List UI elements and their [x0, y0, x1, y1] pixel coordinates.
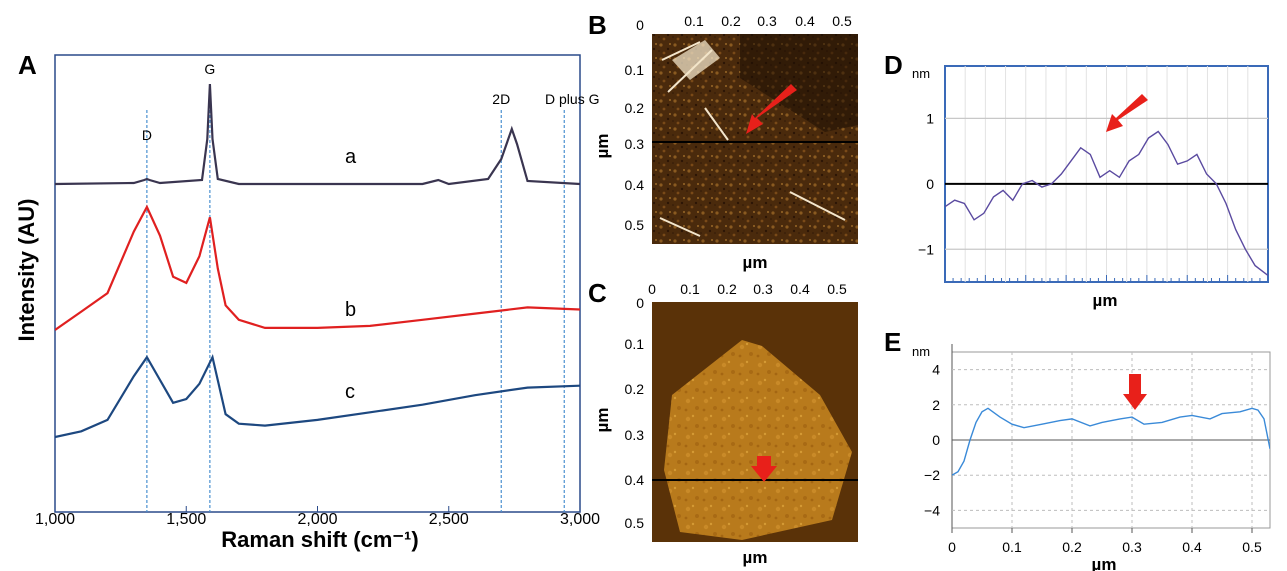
x-tick-label: 0.3	[753, 281, 773, 297]
panel-c-arrow-icon	[751, 456, 777, 482]
panel-e-grid	[1011, 352, 1253, 528]
y-tick-label: 0.3	[625, 427, 645, 443]
panel-c: C 0 0.1 0.2 0.3 0.4 0.5 0 0.1 0.2 0.3 0.4 0.5 µm µ…	[588, 278, 858, 567]
spectrum-c	[55, 353, 580, 439]
y-tick-label: 0	[636, 295, 644, 311]
x-tick-label: 0.1	[684, 13, 704, 29]
panel-c-x-title: µm	[743, 548, 768, 567]
panel-c-flake	[664, 340, 852, 540]
panel-b-letter: B	[588, 10, 607, 40]
panel-c-x-ticks: 0 0.1 0.2 0.3 0.4 0.5	[648, 281, 847, 297]
y-tick-label: 0.1	[625, 336, 645, 352]
x-tick-label: 1,000	[35, 511, 75, 528]
panel-c-letter: C	[588, 278, 607, 308]
panel-b-x-ticks: 0 0.1 0.2 0.3 0.4 0.5	[636, 13, 852, 33]
x-tick-label: 0.2	[1062, 539, 1082, 555]
panel-a: A D G 2D D plus G a b c 1,000 1,500 2,000 2,500 3…	[14, 50, 600, 552]
x-tick-label: 0.4	[1182, 539, 1202, 555]
x-tick-label: 0.5	[1242, 539, 1262, 555]
peak-label: D plus G	[545, 91, 599, 107]
panel-e-x-title: µm	[1092, 555, 1117, 571]
y-tick-label: 0.4	[625, 472, 645, 488]
x-tick-label: 0.4	[795, 13, 815, 29]
y-tick-label: 0.5	[625, 217, 645, 233]
peak-label: 2D	[492, 91, 510, 107]
x-tick-label: 0.5	[827, 281, 847, 297]
panel-a-letter: A	[18, 50, 37, 80]
panel-e-arrow-icon	[1123, 374, 1147, 410]
y-tick-label: 2	[932, 397, 940, 413]
y-tick-label: 0.5	[625, 515, 645, 531]
panel-b-dark-flake	[740, 34, 858, 132]
panel-e-y-ticks: 4 2 0 −2 −4	[924, 362, 1270, 518]
height-profile-line	[952, 407, 1270, 476]
y-tick-label: 0	[932, 432, 940, 448]
y-tick-label: −4	[924, 502, 940, 518]
spectrum-label-a: a	[345, 146, 357, 168]
x-tick-label: 0.3	[757, 13, 777, 29]
x-tick-label: 0	[636, 17, 644, 33]
panel-a-spectra	[55, 83, 580, 439]
panel-a-curve-labels: a b c	[345, 146, 357, 403]
panel-e-x-ticks: 0 0.1 0.2 0.3 0.4 0.5	[948, 344, 1262, 555]
y-tick-label: 0.1	[625, 62, 645, 78]
y-tick-label: −2	[924, 467, 940, 483]
height-profile-line	[945, 130, 1268, 277]
panel-c-y-title: µm	[593, 408, 612, 433]
x-tick-label: 0	[948, 539, 956, 555]
panel-a-y-title: Intensity (AU)	[14, 199, 39, 342]
panel-a-peak-labels: D G 2D D plus G	[142, 61, 600, 143]
panel-b-y-ticks: 0.1 0.2 0.3 0.4 0.5	[625, 62, 645, 233]
panel-e-letter: E	[884, 327, 901, 357]
y-tick-label: 0	[926, 176, 934, 192]
panel-d: D nm 1 0 −1 µm	[884, 50, 1269, 310]
spectrum-label-c: c	[345, 381, 355, 403]
panel-b-x-title: µm	[743, 253, 768, 272]
panel-a-x-title: Raman shift (cm⁻¹)	[221, 527, 418, 552]
y-tick-label: 0.4	[625, 177, 645, 193]
x-tick-label: 3,000	[560, 511, 600, 528]
y-tick-label: 1	[926, 110, 934, 126]
panel-a-x-ticks: 1,000 1,500 2,000 2,500 3,000	[35, 506, 600, 528]
y-tick-label: 0.2	[625, 381, 645, 397]
panel-c-y-ticks: 0 0.1 0.2 0.3 0.4 0.5	[625, 295, 645, 531]
x-tick-label: 0.2	[717, 281, 737, 297]
panel-a-frame	[54, 54, 581, 513]
panel-d-letter: D	[884, 50, 903, 80]
panel-b-arrow-icon	[746, 84, 797, 134]
panel-e: E nm 0 0.1 0.2 0.3 0.4 0.5 4 2 0 −2 −4 µm	[884, 327, 1271, 571]
panel-b: B 0 0.1 0.2 0.3 0.4 0.5 0.1 0.2 0.3 0.4 0.5 µm µm	[588, 10, 858, 272]
x-tick-label: 0.3	[1122, 539, 1142, 555]
panel-d-x-title: µm	[1093, 291, 1118, 310]
panel-d-arrow-icon	[1106, 94, 1148, 132]
x-tick-label: 2,500	[429, 511, 469, 528]
panel-b-fold	[672, 40, 720, 80]
y-tick-label: −1	[918, 241, 934, 257]
x-tick-label: 0.4	[790, 281, 810, 297]
panel-d-profile	[945, 130, 1268, 277]
x-tick-label: 0.5	[832, 13, 852, 29]
y-tick-label: 0.3	[625, 136, 645, 152]
peak-label: G	[204, 61, 215, 77]
spectrum-b	[55, 204, 580, 331]
x-tick-label: 1,500	[166, 511, 206, 528]
x-tick-label: 0.1	[1002, 539, 1022, 555]
y-tick-label: 0.2	[625, 100, 645, 116]
y-tick-label: 4	[932, 362, 940, 378]
panel-d-unit: nm	[912, 66, 930, 81]
x-tick-label: 0	[648, 281, 656, 297]
panel-d-y-ticks: 1 0 −1	[918, 110, 1268, 257]
panel-e-unit: nm	[912, 344, 930, 359]
peak-label: D	[142, 127, 152, 143]
x-tick-label: 0.2	[721, 13, 741, 29]
spectrum-a	[55, 83, 580, 186]
x-tick-label: 2,000	[297, 511, 337, 528]
x-tick-label: 0.1	[680, 281, 700, 297]
panel-b-y-title: µm	[593, 134, 612, 159]
spectrum-label-b: b	[345, 299, 356, 321]
panel-e-profile	[952, 407, 1270, 476]
